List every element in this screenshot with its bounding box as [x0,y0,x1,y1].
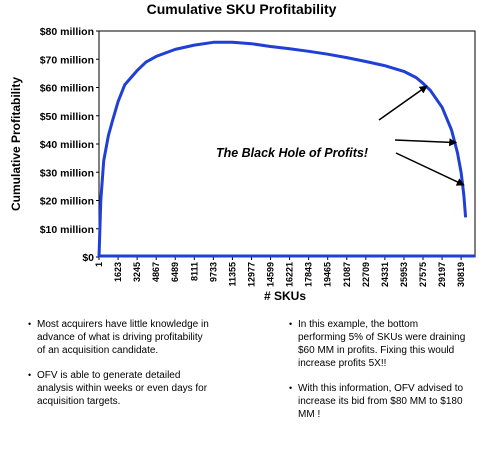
x-tick-label: 17843 [304,262,314,287]
x-axis: 1 1623 3245 4867 6489 8111 9733 11355 12977 14599… [94,257,466,287]
y-tick-label: $0 [82,252,94,264]
x-tick-label: 16221 [285,262,295,287]
note-item: With this information, OFV advised to in… [288,382,466,421]
x-tick-label: 4867 [151,262,161,282]
x-tick-label: 14599 [266,262,276,287]
x-tick-label: 24331 [380,262,390,287]
x-tick-label: 12977 [246,262,256,287]
y-tick-label: $40 million [40,139,94,151]
x-tick-label: 11355 [227,262,237,287]
note-item: OFV is able to generate detailed analysi… [27,369,212,408]
note-item: Most acquirers have little knowledge in … [27,318,212,357]
annotation-group: The Black Hole of Profits! [216,85,465,186]
x-tick-label: 1 [94,262,104,267]
note-item: In this example, the bottom performing 5… [288,318,466,370]
x-tick-label: 3245 [132,262,142,282]
chart-svg: $0 $10 million $20 million $30 million $40 m… [9,26,476,303]
chart-title: Cumulative SKU Profitability [146,1,337,17]
x-tick-label: 25953 [399,262,409,287]
x-tick-label: 30819 [456,262,466,287]
y-tick-label: $10 million [40,224,94,236]
x-tick-label: 27575 [418,262,428,287]
y-tick-label: $30 million [40,167,94,179]
y-tick-label: $80 million [40,26,94,38]
x-tick-label: 29197 [437,262,447,287]
y-axis-label: Cumulative Profitability [9,77,23,211]
x-tick-label: 8111 [189,262,199,281]
x-tick-label: 6489 [170,262,180,282]
notes-left: Most acquirers have little knowledge in … [27,318,212,420]
x-axis-label: # SKUs [264,289,306,303]
y-tick-label: $50 million [40,111,94,123]
annotation-text: The Black Hole of Profits! [216,146,368,160]
y-tick-label: $60 million [40,83,94,95]
x-tick-label: 9733 [208,262,218,282]
x-tick-label: 1623 [113,262,123,282]
x-tick-label: 21087 [342,262,352,287]
notes-right: In this example, the bottom performing 5… [288,318,466,433]
annotation-arrow [394,138,458,147]
annotation-arrow [395,152,465,186]
y-tick-label: $20 million [40,196,94,208]
series-group [97,40,475,258]
y-axis: $0 $10 million $20 million $30 million $40 m… [40,26,99,264]
annotation-arrow [378,85,428,121]
x-tick-label: 22709 [361,262,371,287]
chart: $0 $10 million $20 million $30 million $40 m… [0,20,483,317]
y-tick-label: $70 million [40,54,94,66]
x-tick-label: 19465 [323,262,333,287]
series-line [97,40,468,258]
plot-area [98,30,476,258]
